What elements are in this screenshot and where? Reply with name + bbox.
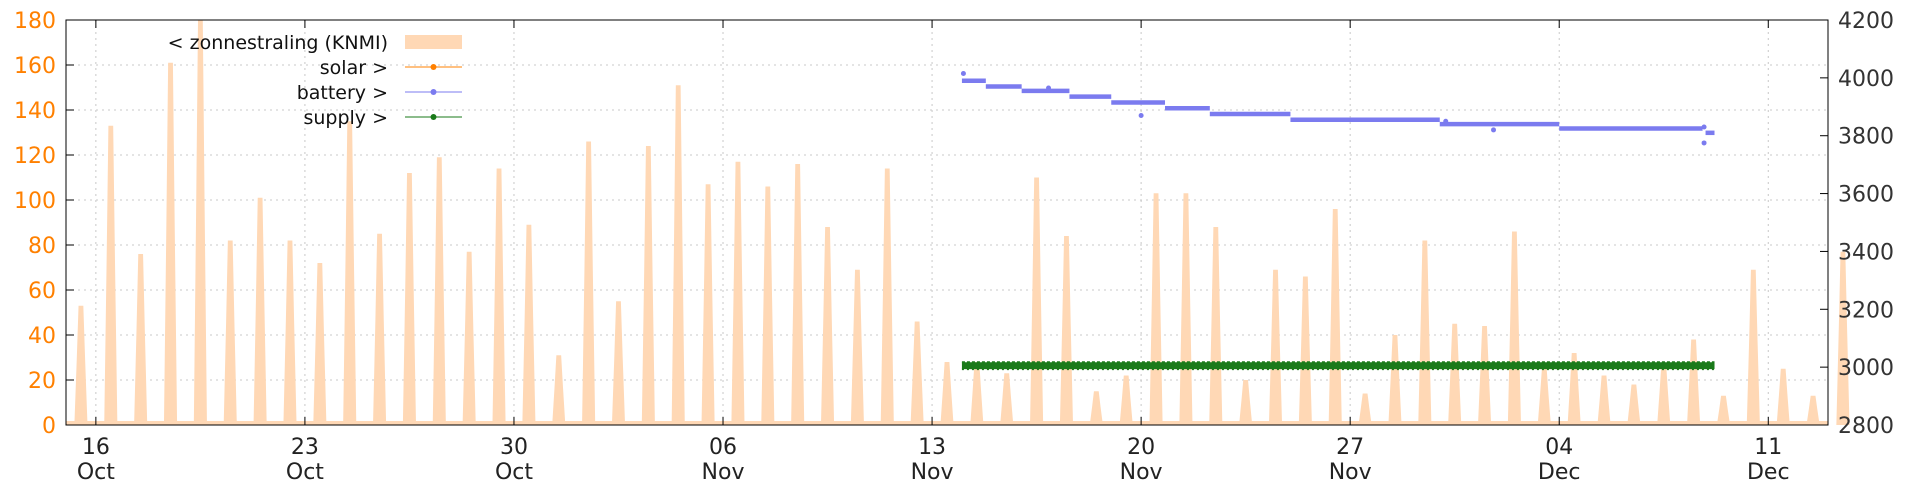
right-tick-label: 4200	[1838, 9, 1894, 34]
right-tick-label: 4000	[1838, 67, 1894, 92]
legend-key-point	[430, 64, 437, 70]
x-tick-month: Dec	[1538, 460, 1581, 480]
legend-label: solar >	[320, 57, 388, 79]
x-tick-day: 23	[291, 435, 319, 460]
right-tick-label: 3600	[1838, 183, 1894, 208]
zonnestraling-baseline	[66, 421, 1828, 425]
right-tick-label: 3400	[1838, 240, 1894, 265]
legend-key-fill	[405, 35, 462, 49]
x-tick-day: 04	[1545, 435, 1573, 460]
legend-label: battery >	[297, 82, 388, 104]
right-tick-label: 3800	[1838, 125, 1894, 150]
x-tick-month: Nov	[911, 460, 954, 480]
right-tick-label: 3000	[1838, 356, 1894, 381]
legend-key-point	[430, 114, 437, 120]
left-tick-label: 140	[14, 99, 56, 124]
legend: < zonnestraling (KNMI) solar > battery > su…	[168, 32, 462, 129]
battery-point	[1443, 118, 1449, 124]
x-tick-month: Nov	[702, 460, 745, 480]
right-tick-label: 2800	[1838, 414, 1894, 439]
battery-point	[1138, 112, 1144, 118]
left-tick-label: 120	[14, 144, 56, 169]
x-tick-month: Oct	[77, 460, 115, 480]
battery-point	[960, 71, 966, 77]
right-axis-ticks: 2800 3000 3200 3400 3600 3800 4000 4200	[1820, 9, 1894, 439]
grid	[66, 19, 1828, 426]
x-tick-month: Oct	[495, 460, 533, 480]
legend-label: < zonnestraling (KNMI)	[168, 32, 388, 54]
x-tick-day: 16	[82, 435, 110, 460]
legend-label: supply >	[303, 107, 388, 129]
x-tick-month: Oct	[286, 460, 324, 480]
supply-series	[961, 361, 1715, 371]
x-tick-day: 06	[709, 435, 737, 460]
left-tick-label: 100	[14, 189, 56, 214]
x-tick-day: 30	[500, 435, 528, 460]
left-tick-label: 0	[42, 414, 56, 439]
x-tick-day: 27	[1336, 435, 1364, 460]
battery-point	[1491, 127, 1497, 133]
battery-point	[1046, 85, 1052, 91]
battery-point	[1701, 140, 1707, 146]
plot-frame	[65, 19, 1829, 426]
x-tick-day: 20	[1127, 435, 1155, 460]
right-tick-label: 3200	[1838, 298, 1894, 323]
left-tick-label: 20	[28, 369, 56, 394]
battery-series	[960, 71, 1715, 146]
left-tick-label: 160	[14, 54, 56, 79]
left-axis-ticks: 0 20 40 60 80 100 120 140 160 180	[14, 9, 74, 439]
x-tick-day: 13	[918, 435, 946, 460]
zonnestraling-series	[66, 20, 1850, 425]
left-tick-label: 80	[28, 234, 56, 259]
supply-band	[961, 362, 1715, 370]
x-tick-month: Nov	[1329, 460, 1372, 480]
left-tick-label: 180	[14, 9, 56, 34]
x-tick-month: Nov	[1120, 460, 1163, 480]
x-tick-month: Dec	[1747, 460, 1790, 480]
left-tick-label: 60	[28, 279, 56, 304]
left-tick-label: 40	[28, 324, 56, 349]
legend-key-point	[430, 89, 437, 95]
battery-point	[1701, 124, 1707, 130]
x-tick-day: 11	[1754, 435, 1782, 460]
